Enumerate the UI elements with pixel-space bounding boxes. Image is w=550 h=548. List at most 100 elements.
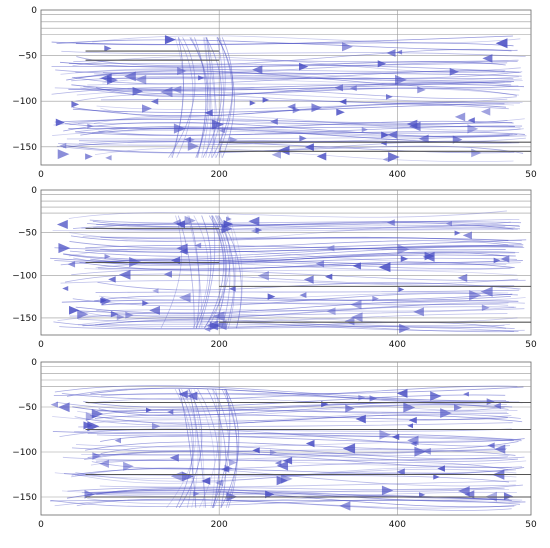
streamline: [95, 289, 520, 294]
flow-arrow: [345, 404, 355, 413]
flow-arrow: [481, 304, 490, 311]
streamline: [208, 37, 226, 158]
streamline: [205, 37, 222, 158]
flow-arrow: [149, 305, 160, 315]
streamline: [54, 498, 517, 509]
flow-arrow: [164, 35, 176, 45]
streamline: [53, 321, 507, 329]
streamline: [188, 388, 207, 508]
axes-frame: [40, 9, 532, 166]
y-tick-label: 0: [31, 186, 37, 196]
streamline: [74, 306, 515, 315]
streamline: [87, 488, 526, 503]
flow-arrow: [449, 67, 459, 76]
streamline: [221, 388, 238, 508]
streamline: [187, 215, 203, 329]
streamline: [60, 68, 523, 82]
streamline: [99, 77, 514, 80]
streamline: [174, 388, 194, 508]
streamline: [70, 235, 522, 245]
streamline: [74, 428, 512, 433]
flow-arrow: [334, 84, 343, 92]
flow-arrow: [378, 262, 391, 273]
streamline: [71, 467, 516, 487]
streamline: [176, 37, 194, 158]
streamline: [202, 37, 222, 158]
flow-arrow: [188, 137, 195, 143]
streamline: [75, 468, 517, 482]
streamline: [90, 458, 527, 466]
flow-arrow: [186, 391, 198, 401]
flow-arrow: [396, 49, 403, 55]
streamline: [65, 144, 524, 154]
streamline: [212, 388, 230, 508]
flow-arrow: [132, 86, 144, 96]
streamline: [69, 225, 516, 242]
streamline: [83, 86, 517, 96]
flow-arrow: [69, 305, 80, 315]
streamline: [71, 269, 526, 282]
streamline: [54, 118, 513, 124]
streamline: [85, 244, 506, 251]
flow-arrow: [469, 290, 482, 301]
flow-arrow: [215, 479, 223, 487]
streamline: [76, 498, 512, 511]
flow-arrow: [223, 220, 234, 229]
flow-arrow: [85, 412, 97, 422]
y-tick-label: −100: [12, 271, 37, 281]
streamline: [99, 324, 515, 332]
flow-arrow: [167, 409, 174, 415]
streamline: [69, 117, 525, 125]
flow-arrow: [503, 492, 514, 501]
streamline: [91, 223, 506, 230]
streamline: [100, 435, 525, 443]
flow-arrow: [177, 66, 187, 76]
flow-arrow: [67, 261, 76, 268]
flow-arrow: [315, 260, 325, 268]
x-tick-label: 0: [38, 340, 44, 350]
flow-arrow: [342, 42, 353, 52]
streamline: [225, 215, 237, 329]
axes-frame: [40, 189, 532, 336]
flow-arrow: [184, 215, 196, 226]
flow-arrow: [173, 123, 186, 134]
streamline: [77, 466, 512, 484]
flow-arrow: [463, 391, 469, 397]
flow-arrow: [99, 459, 109, 468]
x-tick-label: 0: [38, 520, 44, 530]
flow-arrow: [342, 443, 356, 454]
flow-arrow: [163, 270, 172, 278]
streamline: [202, 37, 216, 158]
flow-arrow: [324, 273, 333, 280]
streamline: [75, 126, 510, 137]
y-tick-label: −50: [18, 52, 37, 62]
streamline: [204, 215, 224, 329]
streamline: [60, 280, 515, 287]
flow-arrow: [386, 49, 396, 57]
streamline: [69, 308, 525, 317]
flow-arrow: [361, 127, 368, 133]
streamline: [90, 493, 523, 501]
flow-arrow: [471, 148, 482, 158]
streamline: [75, 131, 525, 136]
streamline: [94, 295, 511, 302]
flow-arrow: [311, 103, 323, 113]
streamline: [90, 414, 523, 425]
flow-arrow: [91, 409, 104, 419]
streamline: [72, 259, 507, 266]
flow-arrow: [387, 130, 398, 139]
streamline: [68, 210, 507, 219]
streamline: [168, 37, 196, 158]
flow-arrow: [105, 155, 112, 161]
flow-arrow: [454, 112, 466, 122]
streamline: [72, 103, 505, 113]
flow-arrow: [224, 464, 233, 472]
flow-arrow: [500, 255, 510, 263]
flow-arrow: [336, 108, 345, 116]
streamline: [73, 73, 512, 83]
flow-arrow: [116, 313, 125, 321]
streamline: [62, 141, 515, 154]
streamline: [72, 292, 518, 307]
flow-arrow: [252, 447, 260, 454]
streamline: [96, 223, 520, 227]
